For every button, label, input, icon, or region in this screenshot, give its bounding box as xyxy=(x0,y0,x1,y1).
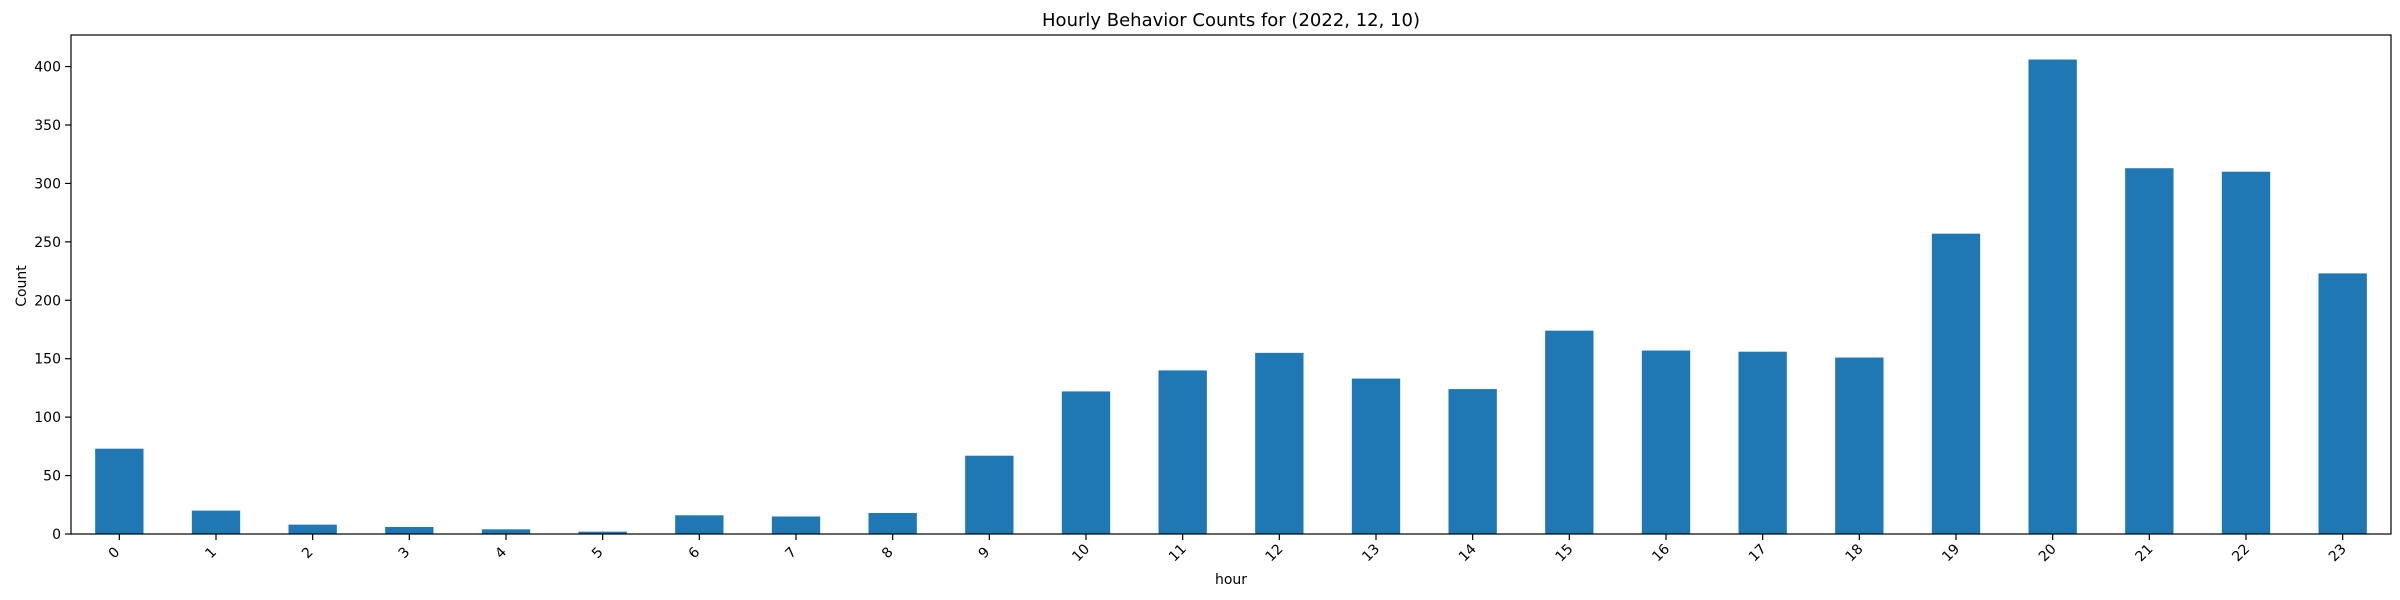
y-tick-label: 150 xyxy=(34,352,61,368)
bar-hour-14 xyxy=(1448,389,1497,534)
bar-hour-0 xyxy=(95,448,144,534)
bar-hour-11 xyxy=(1158,370,1207,534)
y-tick-label: 200 xyxy=(34,293,61,309)
y-axis-ticks: 0 50 100 150 200 250 300 350 400 xyxy=(34,60,71,543)
bar-hour-7 xyxy=(771,516,821,534)
y-tick-label: 350 xyxy=(34,118,61,134)
y-tick-label: 250 xyxy=(34,235,61,251)
chart-title: Hourly Behavior Counts for (2022, 12, 10… xyxy=(1042,10,1420,31)
bar-hour-13 xyxy=(1351,378,1401,534)
bar-hour-10 xyxy=(1061,391,1111,534)
bar-hour-16 xyxy=(1641,350,1691,534)
plot-frame xyxy=(70,34,2392,535)
bar-hour-21 xyxy=(2125,168,2174,535)
y-axis-label: Count xyxy=(14,265,30,307)
bars-group xyxy=(95,59,2367,535)
bar-hour-1 xyxy=(191,510,241,534)
bar-hour-23 xyxy=(2318,273,2367,534)
bar-hour-22 xyxy=(2221,171,2271,534)
bar-hour-8 xyxy=(868,512,917,534)
bar-hour-6 xyxy=(675,515,724,534)
y-tick-label: 0 xyxy=(52,527,61,543)
bar-hour-2 xyxy=(288,524,337,534)
y-tick-label: 300 xyxy=(34,176,61,192)
bar-hour-4 xyxy=(481,529,531,534)
bar-hour-20 xyxy=(2028,59,2077,534)
bar-hour-3 xyxy=(385,526,434,534)
y-tick-label: 400 xyxy=(34,60,61,76)
bar-hour-12 xyxy=(1255,352,1304,534)
y-tick-label: 50 xyxy=(43,469,61,485)
bar-hour-17 xyxy=(1738,351,1787,534)
x-axis-label: hour xyxy=(1215,572,1247,588)
bar-hour-19 xyxy=(1931,233,1981,534)
bar-hour-15 xyxy=(1545,330,1594,534)
bar-hour-9 xyxy=(965,455,1014,534)
bar-hour-18 xyxy=(1835,357,1884,534)
y-tick-label: 100 xyxy=(34,410,61,426)
bar-hour-5 xyxy=(578,531,627,534)
